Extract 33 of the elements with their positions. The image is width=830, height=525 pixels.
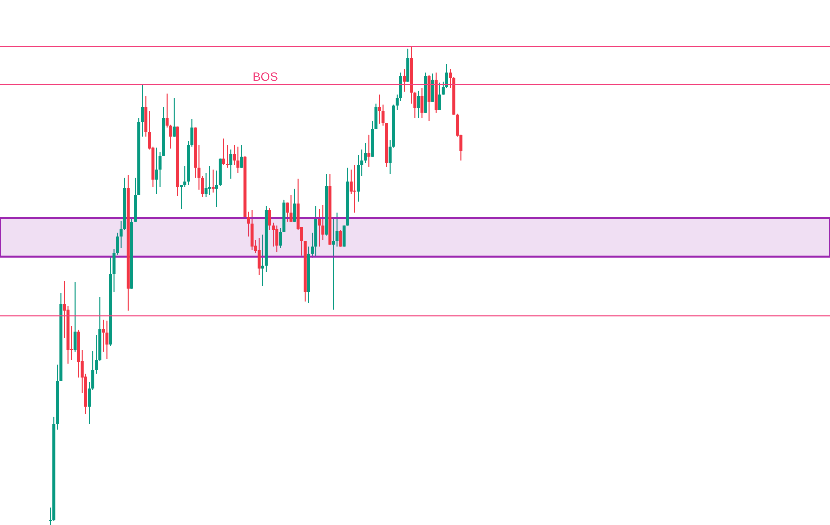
candlestick: [431, 73, 434, 102]
candlestick: [222, 138, 226, 166]
ref-line-label: BOS: [252, 70, 278, 84]
candlestick: [342, 225, 346, 248]
candlestick: [353, 164, 356, 214]
candlestick: [240, 144, 244, 168]
candlestick: [403, 68, 406, 92]
candlestick: [420, 88, 424, 119]
candlestick: [276, 225, 279, 253]
candlestick: [286, 202, 290, 222]
candlestick: [318, 208, 322, 248]
candlestick: [106, 320, 109, 360]
candlestick: [378, 94, 382, 124]
candlestick: [368, 134, 371, 168]
candlestick: [74, 282, 77, 352]
candlestick: [230, 149, 233, 180]
candlestick: [201, 176, 204, 198]
candlestick: [172, 98, 176, 138]
candlestick: [339, 230, 342, 248]
candlestick: [236, 146, 240, 174]
candlestick: [417, 90, 420, 119]
candlestick: [293, 188, 296, 222]
candlestick: [290, 194, 293, 222]
candlestick: [406, 48, 410, 82]
candlestick: [212, 169, 215, 194]
candlestick: [438, 82, 442, 111]
candlestick: [332, 218, 336, 310]
candlestick: [258, 238, 261, 276]
candlestick: [250, 210, 254, 251]
candlestick: [336, 212, 339, 248]
candlestick: [374, 103, 378, 130]
candlestick: [208, 166, 212, 196]
candlestick: [155, 147, 158, 195]
